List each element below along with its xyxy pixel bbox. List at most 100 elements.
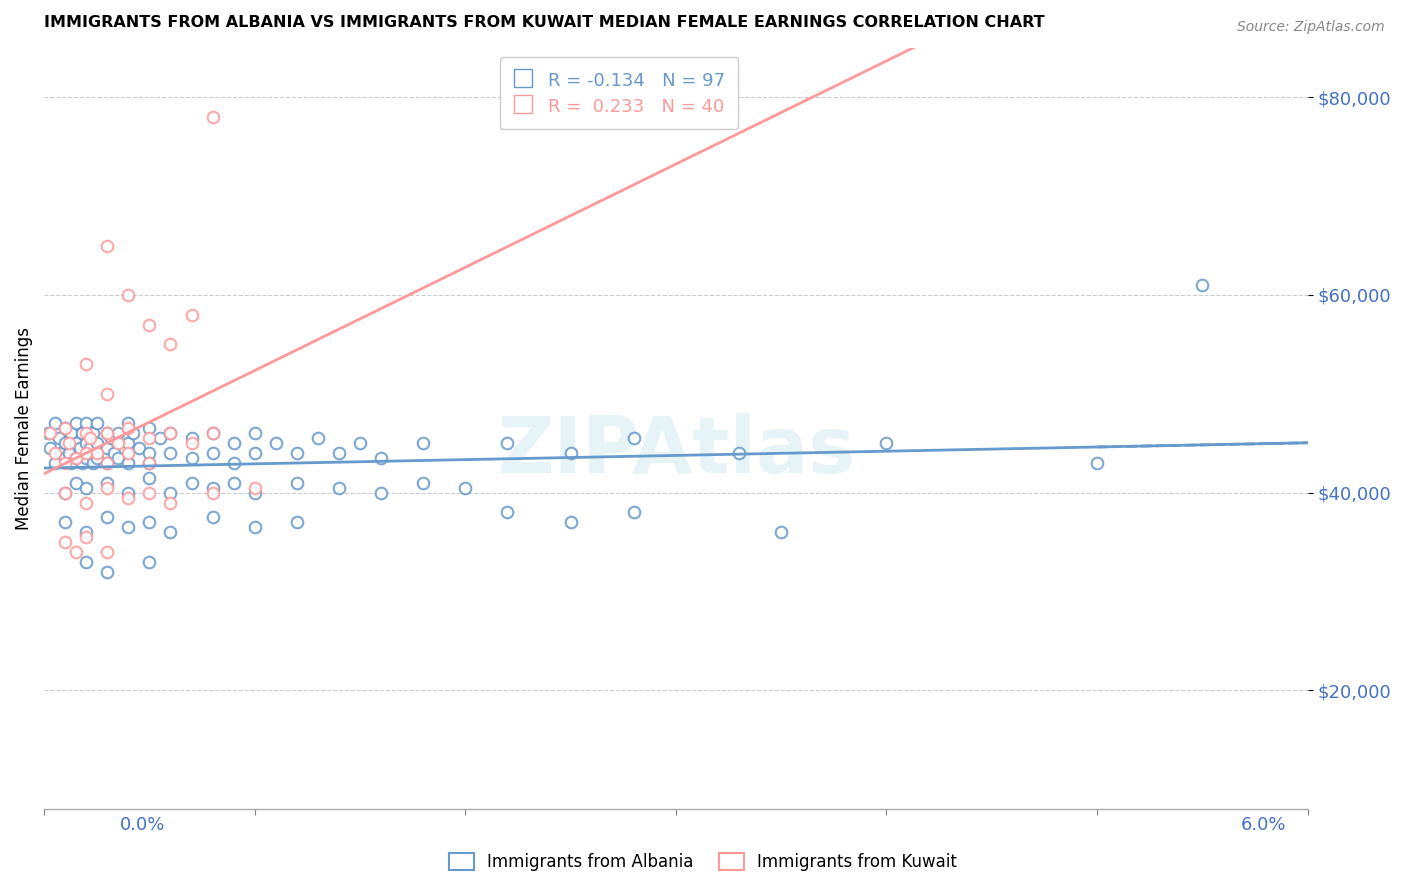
- Point: [285, 446, 308, 460]
- Point: [138, 555, 160, 569]
- Point: [243, 485, 266, 500]
- Text: ZIPAtlas: ZIPAtlas: [496, 413, 855, 489]
- Point: [96, 565, 118, 579]
- Point: [149, 431, 172, 445]
- Point: [138, 485, 160, 500]
- Text: IMMIGRANTS FROM ALBANIA VS IMMIGRANTS FROM KUWAIT MEDIAN FEMALE EARNINGS CORRELA: IMMIGRANTS FROM ALBANIA VS IMMIGRANTS FR…: [44, 15, 1045, 30]
- Point: [243, 520, 266, 534]
- Point: [103, 446, 125, 460]
- Point: [65, 475, 87, 490]
- Point: [70, 456, 93, 470]
- Point: [201, 426, 224, 441]
- Y-axis label: Median Female Earnings: Median Female Earnings: [15, 327, 32, 530]
- Point: [328, 481, 350, 495]
- Point: [79, 431, 101, 445]
- Point: [96, 238, 118, 252]
- Point: [496, 436, 519, 450]
- Point: [75, 417, 97, 431]
- Point: [128, 441, 150, 455]
- Point: [180, 436, 202, 450]
- Point: [75, 481, 97, 495]
- Point: [75, 451, 97, 466]
- Point: [75, 555, 97, 569]
- Point: [138, 431, 160, 445]
- Point: [138, 318, 160, 332]
- Point: [243, 481, 266, 495]
- Point: [44, 446, 66, 460]
- Point: [79, 441, 101, 455]
- Point: [243, 446, 266, 460]
- Point: [138, 516, 160, 530]
- Point: [138, 421, 160, 435]
- Point: [117, 491, 139, 505]
- Point: [96, 441, 118, 455]
- Point: [412, 475, 434, 490]
- Point: [75, 495, 97, 509]
- Point: [159, 426, 181, 441]
- Point: [96, 510, 118, 524]
- Point: [65, 545, 87, 559]
- Point: [560, 516, 582, 530]
- Point: [69, 441, 91, 455]
- Point: [86, 451, 108, 466]
- Point: [82, 426, 104, 441]
- Text: 6.0%: 6.0%: [1241, 816, 1286, 834]
- Point: [44, 456, 66, 470]
- Point: [180, 451, 202, 466]
- Point: [201, 426, 224, 441]
- Point: [138, 456, 160, 470]
- Point: [623, 431, 645, 445]
- Point: [96, 387, 118, 401]
- Point: [349, 436, 371, 450]
- Point: [117, 421, 139, 435]
- Point: [53, 485, 76, 500]
- Text: 0.0%: 0.0%: [120, 816, 165, 834]
- Legend: R = -0.134   N = 97, R =  0.233   N = 40: R = -0.134 N = 97, R = 0.233 N = 40: [499, 57, 738, 129]
- Point: [75, 426, 97, 441]
- Point: [770, 525, 793, 540]
- Point: [96, 456, 118, 470]
- Point: [60, 456, 83, 470]
- Point: [1191, 278, 1213, 293]
- Point: [75, 436, 97, 450]
- Point: [75, 530, 97, 544]
- Point: [159, 426, 181, 441]
- Point: [107, 451, 129, 466]
- Point: [117, 485, 139, 500]
- Point: [264, 436, 287, 450]
- Point: [96, 426, 118, 441]
- Point: [117, 436, 139, 450]
- Point: [48, 431, 70, 445]
- Point: [117, 446, 139, 460]
- Point: [60, 426, 83, 441]
- Point: [412, 436, 434, 450]
- Legend: Immigrants from Albania, Immigrants from Kuwait: Immigrants from Albania, Immigrants from…: [440, 845, 966, 880]
- Point: [180, 431, 202, 445]
- Point: [53, 456, 76, 470]
- Point: [180, 308, 202, 322]
- Point: [37, 426, 59, 441]
- Point: [53, 421, 76, 435]
- Point: [117, 456, 139, 470]
- Point: [159, 525, 181, 540]
- Point: [138, 446, 160, 460]
- Point: [100, 431, 122, 445]
- Point: [53, 451, 76, 466]
- Point: [49, 446, 72, 460]
- Point: [65, 451, 87, 466]
- Point: [201, 485, 224, 500]
- Point: [107, 426, 129, 441]
- Point: [201, 110, 224, 124]
- Point: [117, 520, 139, 534]
- Point: [370, 451, 392, 466]
- Point: [96, 481, 118, 495]
- Point: [53, 421, 76, 435]
- Point: [53, 535, 76, 549]
- Point: [53, 485, 76, 500]
- Point: [39, 426, 62, 441]
- Point: [96, 456, 118, 470]
- Point: [65, 417, 87, 431]
- Point: [159, 495, 181, 509]
- Point: [159, 446, 181, 460]
- Point: [70, 426, 93, 441]
